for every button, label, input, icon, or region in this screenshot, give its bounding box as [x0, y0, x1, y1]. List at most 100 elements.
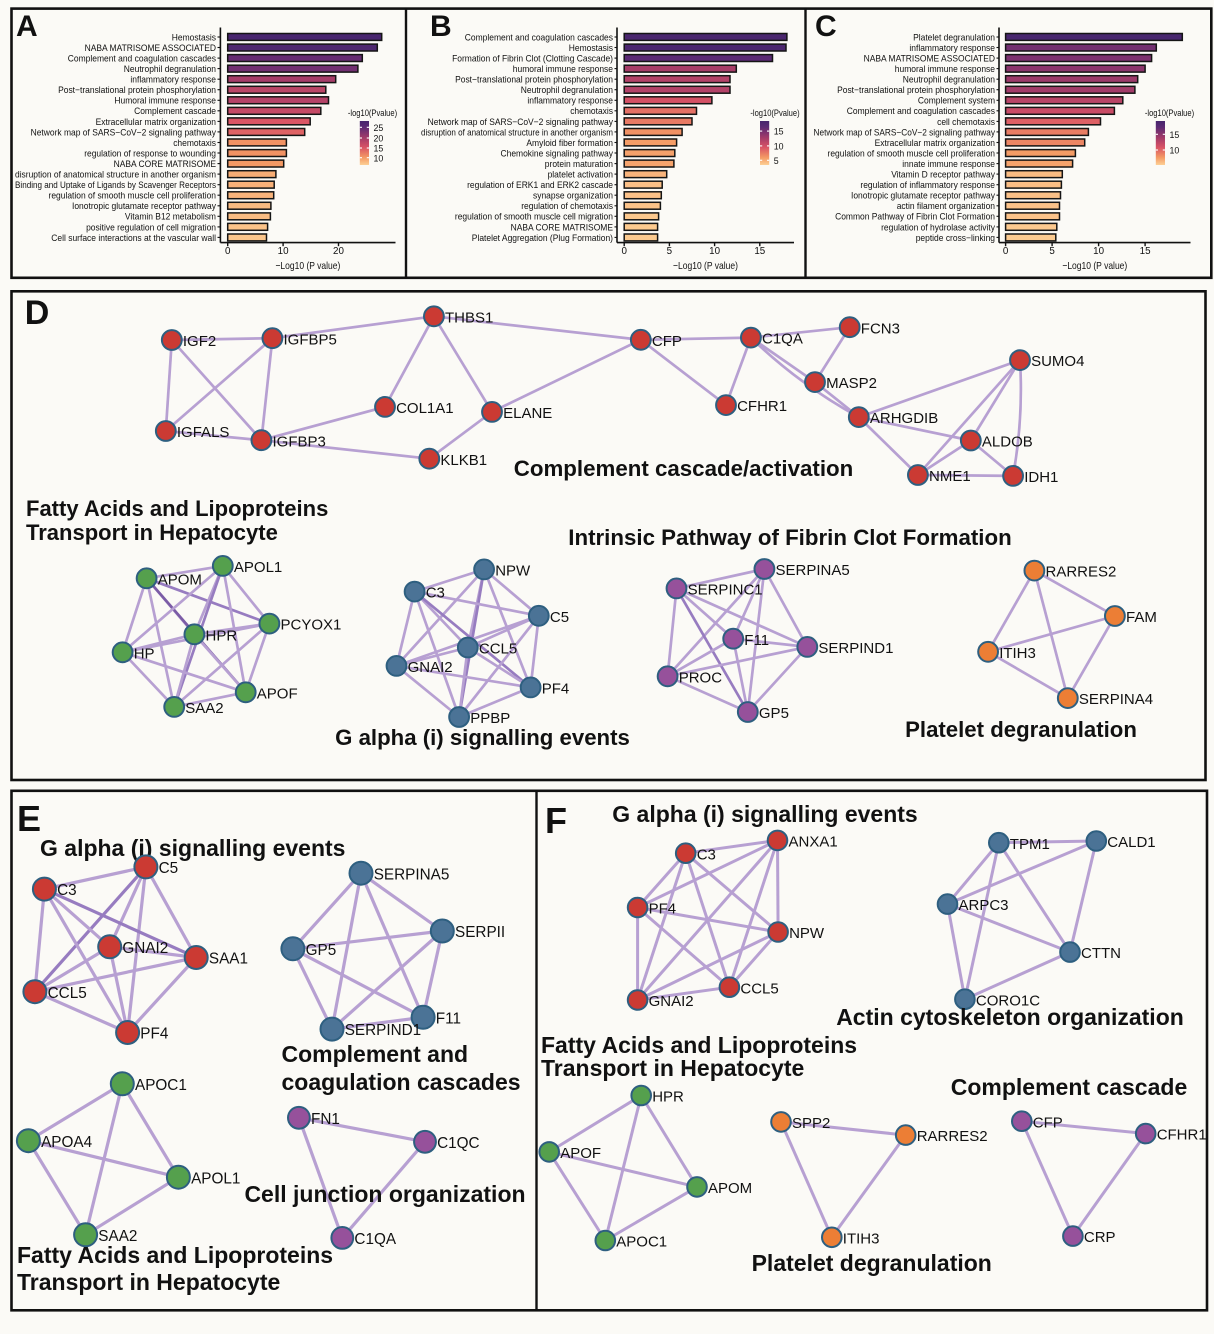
svg-text:C1QA: C1QA: [354, 1231, 396, 1248]
svg-text:CCL5: CCL5: [48, 985, 87, 1002]
svg-text:GNAI2: GNAI2: [649, 993, 694, 1010]
svg-text:-log10(Pvalue): -log10(Pvalue): [348, 108, 397, 118]
svg-text:NABA CORE MATRISOME: NABA CORE MATRISOME: [114, 159, 216, 169]
svg-text:Complement and coagulation cas: Complement and coagulation cascades: [465, 32, 614, 42]
svg-text:TPM1: TPM1: [1010, 836, 1050, 853]
svg-text:Complement and coagulation cas: Complement and coagulation cascades: [68, 54, 217, 64]
svg-text:Intrinsic Pathway of Fibrin Cl: Intrinsic Pathway of Fibrin Clot Formati…: [568, 525, 1011, 550]
svg-text:C: C: [815, 10, 837, 43]
svg-text:GP5: GP5: [759, 705, 789, 722]
svg-text:synapse organization: synapse organization: [533, 191, 613, 201]
svg-text:regulation of hydrolase activi: regulation of hydrolase activity: [881, 222, 995, 232]
svg-text:C5: C5: [550, 609, 569, 626]
svg-text:FCN3: FCN3: [861, 320, 900, 337]
svg-text:PCYOX1: PCYOX1: [281, 617, 342, 634]
svg-text:SERPII: SERPII: [455, 924, 505, 941]
svg-text:CFP: CFP: [652, 333, 682, 350]
svg-text:Fatty Acids and Lipoproteins: Fatty Acids and Lipoproteins: [26, 496, 328, 521]
svg-text:regulation of smooth muscle ce: regulation of smooth muscle cell prolife…: [828, 148, 996, 158]
svg-text:RARRES2: RARRES2: [1046, 564, 1117, 581]
svg-text:Complement and: Complement and: [282, 1041, 469, 1067]
svg-text:PF4: PF4: [140, 1026, 169, 1043]
svg-text:ARPC3: ARPC3: [959, 897, 1009, 914]
svg-text:HPR: HPR: [652, 1089, 684, 1106]
svg-text:APOF: APOF: [560, 1145, 601, 1162]
svg-text:regulation of inflammatory res: regulation of inflammatory response: [860, 180, 995, 190]
svg-text:10: 10: [1093, 246, 1104, 257]
svg-text:Post−translational protein pho: Post−translational protein phosphorylati…: [58, 85, 216, 95]
svg-text:D: D: [25, 294, 50, 332]
svg-text:−Log10 (P value): −Log10 (P value): [1062, 260, 1127, 272]
svg-text:CORO1C: CORO1C: [976, 992, 1040, 1009]
svg-text:APOM: APOM: [158, 571, 202, 588]
svg-text:COL1A1: COL1A1: [396, 400, 454, 417]
svg-text:Platelet degranulation: Platelet degranulation: [752, 1250, 992, 1276]
svg-text:C1QC: C1QC: [437, 1135, 480, 1152]
svg-text:NABA MATRISOME ASSOCIATED: NABA MATRISOME ASSOCIATED: [85, 43, 217, 53]
svg-text:G alpha (i) signalling events: G alpha (i) signalling events: [335, 725, 630, 750]
svg-text:Complement cascade/activation: Complement cascade/activation: [514, 456, 854, 481]
svg-text:IGFBP3: IGFBP3: [273, 433, 326, 450]
svg-text:chemotaxis: chemotaxis: [570, 106, 613, 116]
svg-text:Platelet degranulation: Platelet degranulation: [913, 32, 995, 42]
svg-text:Neutrophil degranulation: Neutrophil degranulation: [521, 85, 613, 95]
svg-text:Platelet degranulation: Platelet degranulation: [905, 717, 1137, 742]
svg-text:C1QA: C1QA: [762, 331, 803, 348]
svg-text:regulation of ERK1 and ERK2 ca: regulation of ERK1 and ERK2 cascade: [467, 180, 613, 190]
svg-text:SPP2: SPP2: [792, 1115, 830, 1132]
svg-text:5: 5: [1049, 246, 1055, 257]
svg-text:CFHR1: CFHR1: [737, 398, 787, 415]
svg-text:SAA2: SAA2: [98, 1228, 137, 1245]
svg-text:Extracellular matrix organizat: Extracellular matrix organization: [875, 138, 995, 148]
svg-text:NME1: NME1: [929, 468, 971, 485]
svg-text:Vitamin B12 metabolism: Vitamin B12 metabolism: [125, 212, 216, 222]
svg-text:F11: F11: [744, 632, 769, 649]
svg-text:Ionotropic glutamate receptor: Ionotropic glutamate receptor pathway: [72, 201, 216, 211]
svg-text:−Log10 (P value): −Log10 (P value): [275, 260, 340, 272]
svg-text:APOA4: APOA4: [41, 1134, 93, 1151]
svg-text:protein maturation: protein maturation: [545, 159, 613, 169]
svg-text:SAA1: SAA1: [209, 951, 248, 968]
svg-text:Complement system: Complement system: [918, 96, 995, 106]
svg-text:C3: C3: [57, 882, 77, 899]
svg-text:CRP: CRP: [1084, 1229, 1116, 1246]
svg-text:ITIH3: ITIH3: [999, 645, 1036, 662]
svg-text:IDH1: IDH1: [1024, 469, 1058, 486]
svg-text:Transport in Hepatocyte: Transport in Hepatocyte: [26, 520, 278, 545]
svg-text:SERPIND1: SERPIND1: [818, 640, 893, 657]
svg-text:Complement and coagulation cas: Complement and coagulation cascades: [847, 106, 996, 116]
svg-text:IGF2: IGF2: [183, 333, 216, 350]
svg-text:HP: HP: [134, 645, 155, 662]
svg-text:Complement cascade: Complement cascade: [951, 1074, 1187, 1100]
svg-text:coagulation cascades: coagulation cascades: [282, 1069, 521, 1095]
svg-text:ELANE: ELANE: [503, 405, 552, 422]
svg-text:CCL5: CCL5: [479, 641, 517, 658]
svg-text:C3: C3: [426, 585, 445, 602]
svg-text:GP5: GP5: [306, 942, 337, 959]
svg-text:MASP2: MASP2: [826, 375, 877, 392]
svg-text:APOM: APOM: [708, 1180, 752, 1197]
svg-text:-log10(Pvalue): -log10(Pvalue): [750, 108, 799, 118]
svg-text:G alpha (i) signalling events: G alpha (i) signalling events: [612, 801, 917, 827]
svg-text:disruption of anatomical struc: disruption of anatomical structure in an…: [15, 170, 216, 180]
svg-text:Hemostasis: Hemostasis: [569, 43, 614, 53]
svg-text:cell chemotaxis: cell chemotaxis: [937, 117, 995, 127]
svg-text:10: 10: [278, 246, 289, 257]
svg-text:SERPINA5: SERPINA5: [776, 562, 850, 579]
svg-text:PF4: PF4: [649, 901, 677, 918]
svg-text:Network map of SARS−CoV−2 sign: Network map of SARS−CoV−2 signaling path…: [428, 117, 614, 127]
svg-text:HPR: HPR: [206, 627, 238, 644]
svg-text:PROC: PROC: [679, 669, 723, 686]
svg-text:ITIH3: ITIH3: [843, 1230, 880, 1247]
svg-text:10: 10: [374, 153, 384, 164]
svg-text:−Log10 (P value): −Log10 (P value): [673, 260, 738, 272]
svg-text:Transport in Hepatocyte: Transport in Hepatocyte: [541, 1055, 804, 1081]
svg-text:B: B: [430, 10, 452, 43]
svg-text:GNAI2: GNAI2: [408, 659, 453, 676]
svg-text:Post−translational protein pho: Post−translational protein phosphorylati…: [455, 75, 613, 85]
svg-text:regulation of response to woun: regulation of response to wounding: [84, 148, 216, 158]
svg-text:10: 10: [709, 246, 720, 257]
svg-text:Fatty Acids and Lipoproteins: Fatty Acids and Lipoproteins: [17, 1242, 333, 1268]
svg-text:NPW: NPW: [495, 563, 531, 580]
svg-text:FAM: FAM: [1126, 609, 1157, 626]
